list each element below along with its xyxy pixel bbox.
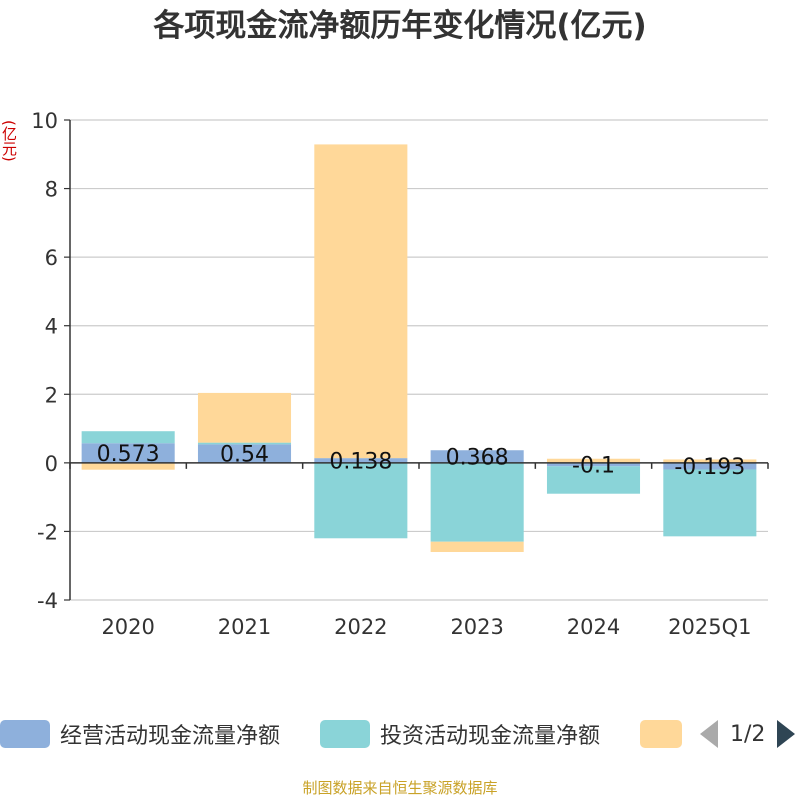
bar-2-2023[interactable] xyxy=(430,462,524,542)
y-tick-label: -4 xyxy=(37,589,58,613)
data-label: 0.368 xyxy=(446,446,509,471)
y-axis-unit-label: (亿元) xyxy=(0,120,18,162)
bar-3-2022[interactable] xyxy=(314,144,408,459)
data-labels: 0.573 0.54 0.138 0.368 -0.1 -0.193 xyxy=(97,442,746,480)
bar-3-2021[interactable] xyxy=(197,392,292,443)
chart-title: 各项现金流净额历年变化情况(亿元) xyxy=(153,8,647,44)
legend-item-operating[interactable]: 经营活动现金流量净额 xyxy=(0,716,280,752)
bar-2-2020[interactable] xyxy=(81,431,175,444)
bar-1-2025Q1[interactable] xyxy=(663,462,757,470)
legend-swatch-financing xyxy=(640,720,682,748)
bar-1-2022[interactable] xyxy=(314,458,408,463)
axes: -4 -2 0 2 4 6 8 10 2020 2021 2022 2023 2024 2025Q1 xyxy=(31,109,769,639)
bar-2-2021[interactable] xyxy=(197,442,292,445)
legend-label-operating: 经营活动现金流量净额 xyxy=(60,724,281,749)
data-label: -0.193 xyxy=(674,455,745,480)
legend-swatch-operating xyxy=(0,720,50,748)
data-label: 0.573 xyxy=(97,442,160,467)
legend-swatch-investing xyxy=(320,720,370,748)
chart-plot: -4 -2 0 2 4 6 8 10 2020 2021 2022 2023 2024 2025Q1 0.… xyxy=(31,109,769,639)
legend-item-investing[interactable]: 投资活动现金流量净额 xyxy=(320,716,600,752)
bar-3-2024[interactable] xyxy=(546,458,641,463)
source-note: 制图数据来自恒生聚源数据库 xyxy=(302,779,498,797)
x-tick-label: 2021 xyxy=(218,615,271,639)
y-tick-label: 0 xyxy=(45,452,58,476)
legend-page-indicator: 1/2 xyxy=(730,721,766,747)
x-tick-label: 2023 xyxy=(450,615,503,639)
legend-label-investing: 投资活动现金流量净额 xyxy=(380,724,601,749)
x-tick-label: 2025Q1 xyxy=(668,615,751,639)
chevron-left-icon[interactable] xyxy=(700,720,718,748)
y-tick-label: -2 xyxy=(37,520,58,544)
data-label: 0.54 xyxy=(220,443,269,468)
bar-2-2025Q1[interactable] xyxy=(663,469,757,537)
bar-2-2024[interactable] xyxy=(546,466,641,494)
bar-2-2022[interactable] xyxy=(314,462,408,539)
bar-1-2023[interactable] xyxy=(430,450,524,463)
bar-1-2024[interactable] xyxy=(546,462,641,467)
y-tick-label: 4 xyxy=(45,315,58,339)
chevron-right-icon[interactable] xyxy=(777,720,796,748)
grid-lines xyxy=(70,119,768,601)
bar-group xyxy=(81,144,757,552)
y-tick-label: 2 xyxy=(45,383,58,407)
bar-1-2020[interactable] xyxy=(81,443,175,463)
data-label: -0.1 xyxy=(572,454,615,479)
x-tick-label: 2024 xyxy=(567,615,620,639)
bar-1-2021[interactable] xyxy=(197,444,292,463)
bar-3-2020[interactable] xyxy=(81,462,175,470)
legend-item-financing[interactable] xyxy=(640,716,682,752)
legend-pager: 1/2 xyxy=(700,716,796,752)
y-tick-label: 6 xyxy=(45,246,58,270)
x-tick-label: 2020 xyxy=(101,615,154,639)
y-tick-label: 8 xyxy=(45,178,58,202)
x-tick-label: 2022 xyxy=(334,615,387,639)
bar-3-2023[interactable] xyxy=(430,541,524,552)
bar-3-2025Q1[interactable] xyxy=(663,459,757,463)
y-tick-label: 10 xyxy=(31,109,58,133)
data-label: 0.138 xyxy=(329,449,392,474)
legend: 经营活动现金流量净额 投资活动现金流量净额 1/2 xyxy=(0,716,800,752)
